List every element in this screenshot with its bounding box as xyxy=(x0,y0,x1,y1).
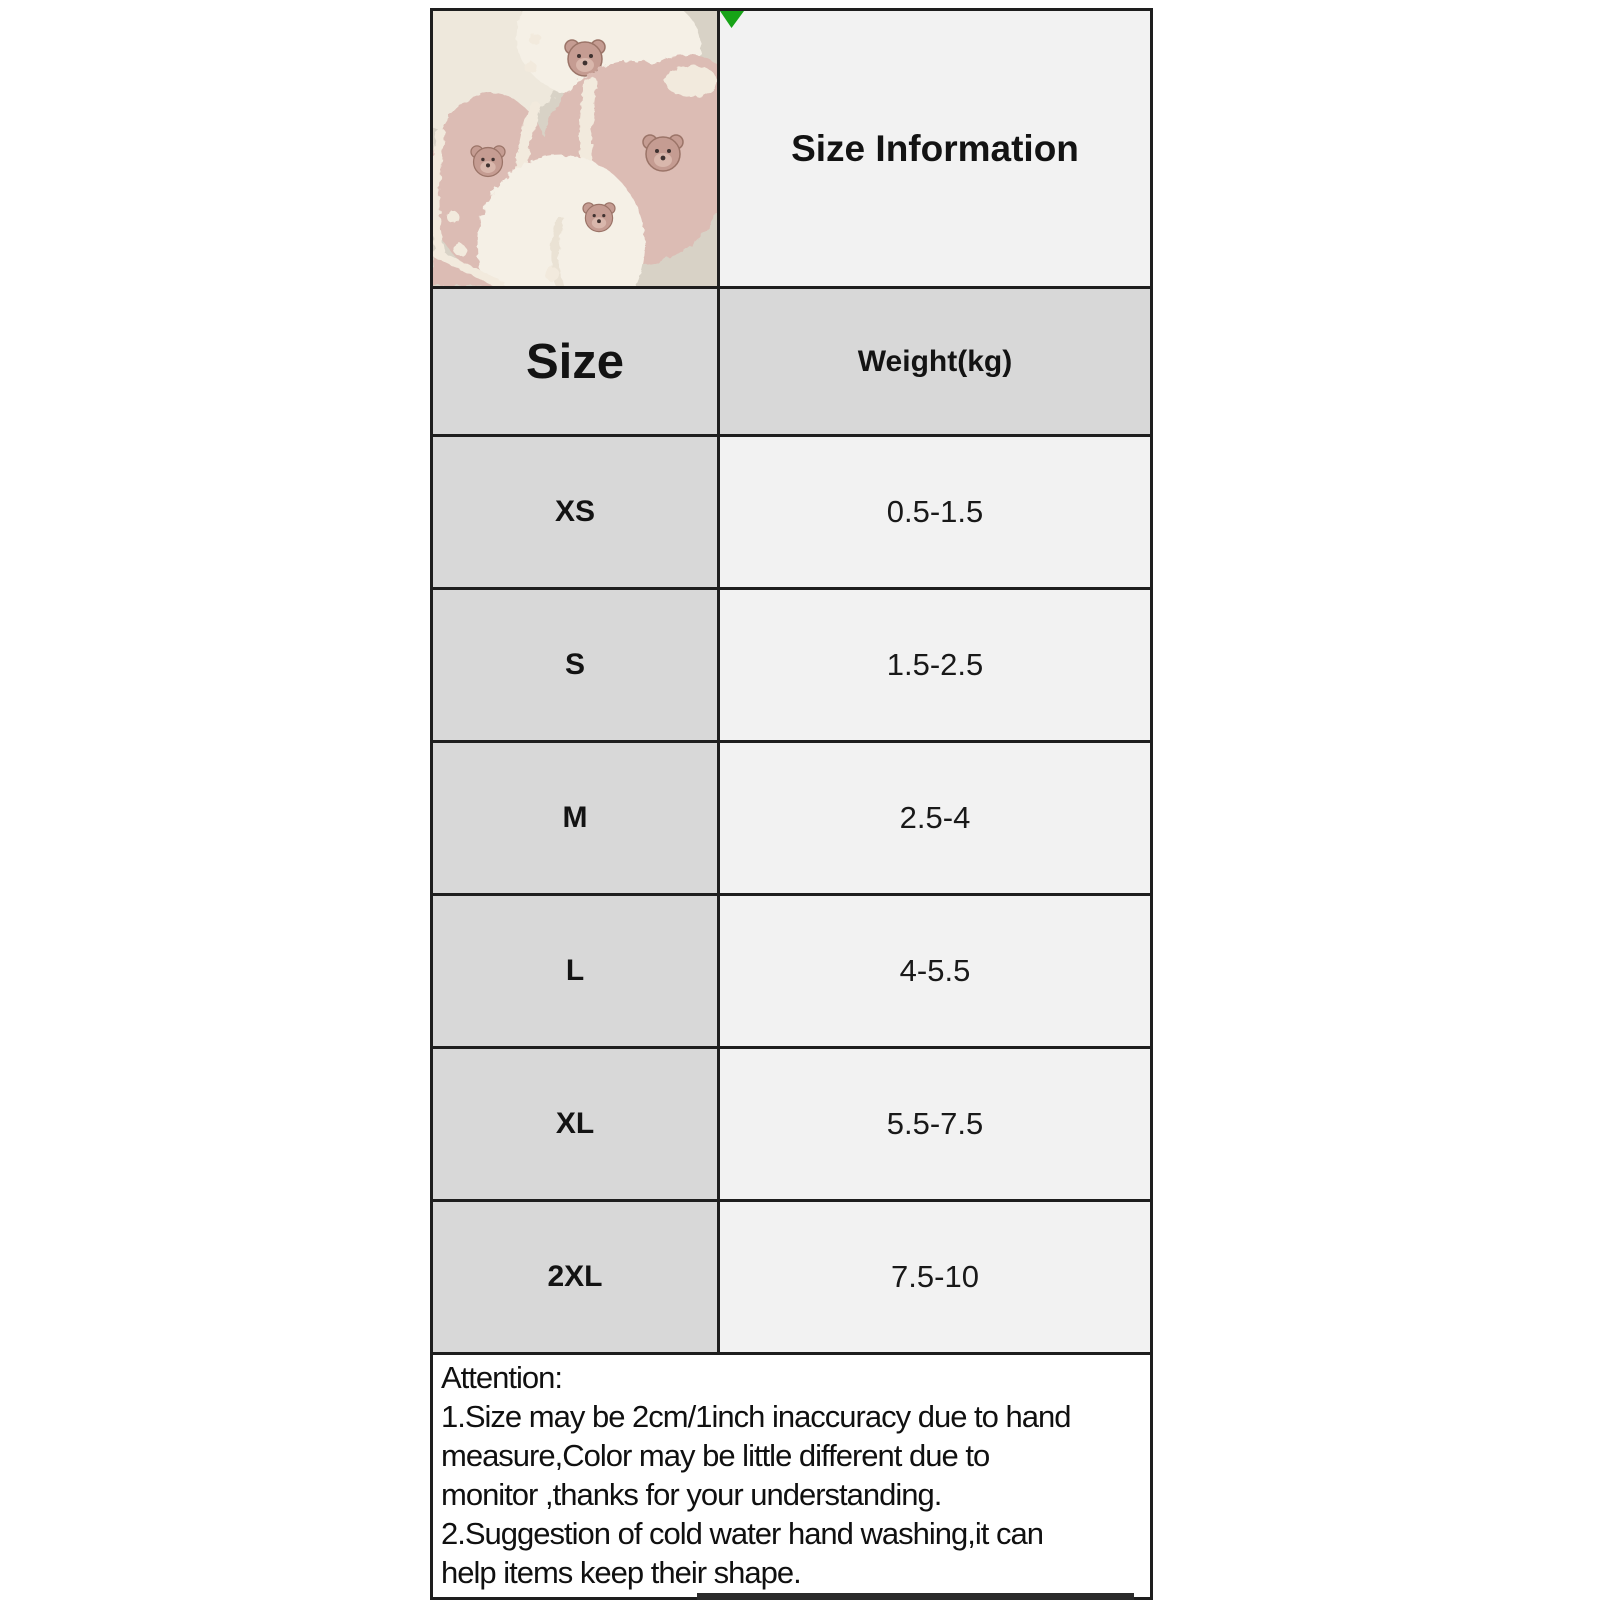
attention-line: monitor ,thanks for your understanding. xyxy=(441,1477,942,1512)
page-title: Size Information xyxy=(791,127,1079,169)
column-header-size: Size xyxy=(433,289,717,434)
attention-line: 2.Suggestion of cold water hand washing,… xyxy=(441,1516,1044,1551)
attention-line: 1.Size may be 2cm/1inch inaccuracy due t… xyxy=(441,1399,1072,1434)
size-cell-l: L xyxy=(433,896,717,1046)
size-cell-s: S xyxy=(433,590,717,740)
weight-cell-2xl: 7.5-10 xyxy=(720,1202,1150,1352)
size-cell-m: M xyxy=(433,743,717,893)
size-chart-table: Size Information Size Weight(kg) XS 0.5-… xyxy=(430,8,1153,1600)
column-header-weight: Weight(kg) xyxy=(720,289,1150,434)
attention-line: help items keep their shape. xyxy=(441,1555,802,1590)
weight-cell-s: 1.5-2.5 xyxy=(720,590,1150,740)
weight-cell-l: 4-5.5 xyxy=(720,896,1150,1046)
product-photo-illustration xyxy=(433,11,717,286)
bottom-crop-bar xyxy=(697,1593,1134,1600)
product-photo xyxy=(433,11,717,286)
corner-marker-icon xyxy=(720,11,744,28)
size-cell-xl: XL xyxy=(433,1049,717,1199)
weight-cell-xs: 0.5-1.5 xyxy=(720,437,1150,587)
attention-note: Attention: 1.Size may be 2cm/1inch inacc… xyxy=(433,1355,1150,1597)
size-cell-2xl: 2XL xyxy=(433,1202,717,1352)
attention-line: measure,Color may be little different du… xyxy=(441,1438,990,1473)
size-cell-xs: XS xyxy=(433,437,717,587)
attention-line: Attention: xyxy=(441,1360,563,1395)
weight-cell-m: 2.5-4 xyxy=(720,743,1150,893)
weight-cell-xl: 5.5-7.5 xyxy=(720,1049,1150,1199)
title-cell: Size Information xyxy=(720,11,1150,286)
